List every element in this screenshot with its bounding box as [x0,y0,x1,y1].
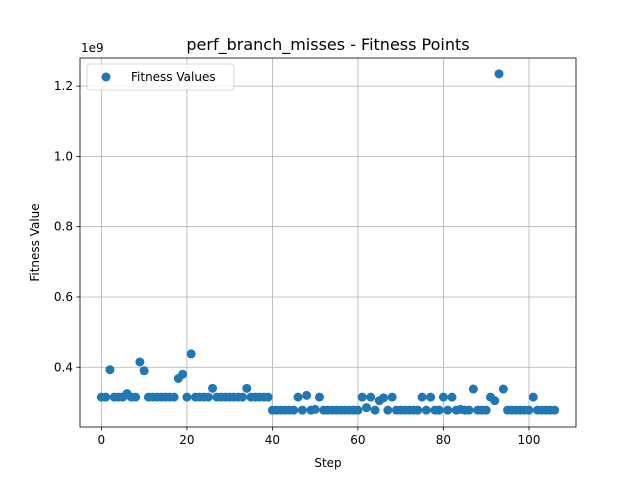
data-point [417,392,427,402]
legend-marker [101,72,111,82]
points-layer [96,69,560,415]
data-point [263,392,273,402]
data-point [468,384,478,394]
data-point [314,392,324,402]
data-point [370,405,380,415]
data-point [438,392,448,402]
data-point [361,403,371,413]
x-axis: 0 20 40 60 80 100 [98,427,541,447]
y-tick-label: 1.2 [54,79,73,93]
data-point [383,405,393,415]
data-point [169,392,179,402]
data-point [443,405,453,415]
x-axis-label: Step [314,456,341,470]
y-offset-label: 1e9 [81,41,104,55]
data-point [131,392,141,402]
plot-frame [79,57,577,428]
data-point [447,392,457,402]
data-point [208,383,218,393]
data-point [139,366,149,376]
data-point [426,392,436,402]
data-point [302,390,312,400]
y-axis: 0.4 0.6 0.8 1.0 1.2 [54,79,80,374]
data-point [101,392,111,402]
data-point [105,365,115,375]
data-point [203,392,213,402]
legend: Fitness Values [86,63,235,91]
data-point [379,393,389,403]
data-point [237,392,247,402]
x-tick-label: 100 [518,433,541,447]
data-point [353,405,363,415]
x-tick-label: 80 [436,433,451,447]
data-point [387,392,397,402]
data-point [135,357,145,367]
data-point [421,405,431,415]
grid-layer [80,58,576,427]
y-tick-label: 1.0 [54,149,73,163]
data-point [490,396,500,406]
data-point [434,405,444,415]
data-point [310,404,320,414]
data-point [528,392,538,402]
data-point [289,405,299,415]
y-axis-label: Fitness Value [28,203,42,281]
legend-label: Fitness Values [131,70,216,84]
y-tick-label: 0.8 [54,220,73,234]
chart-title: perf_branch_misses - Fitness Points [186,35,469,55]
data-point [178,369,188,379]
data-point [481,405,491,415]
data-point [242,383,252,393]
data-point [413,405,423,415]
x-tick-label: 20 [179,433,194,447]
data-point [498,384,508,394]
data-point [293,392,303,402]
data-point [182,392,192,402]
y-tick-label: 0.4 [54,360,73,374]
data-point [186,349,196,359]
data-point [464,405,474,415]
data-point [357,392,367,402]
x-tick-label: 40 [265,433,280,447]
legend-box [86,63,235,91]
y-tick-label: 0.6 [54,290,73,304]
data-point [524,405,534,415]
x-tick-label: 0 [98,433,106,447]
data-point [366,392,376,402]
x-tick-label: 60 [350,433,365,447]
data-point [494,69,504,79]
data-point [297,405,307,415]
data-point [550,405,560,415]
